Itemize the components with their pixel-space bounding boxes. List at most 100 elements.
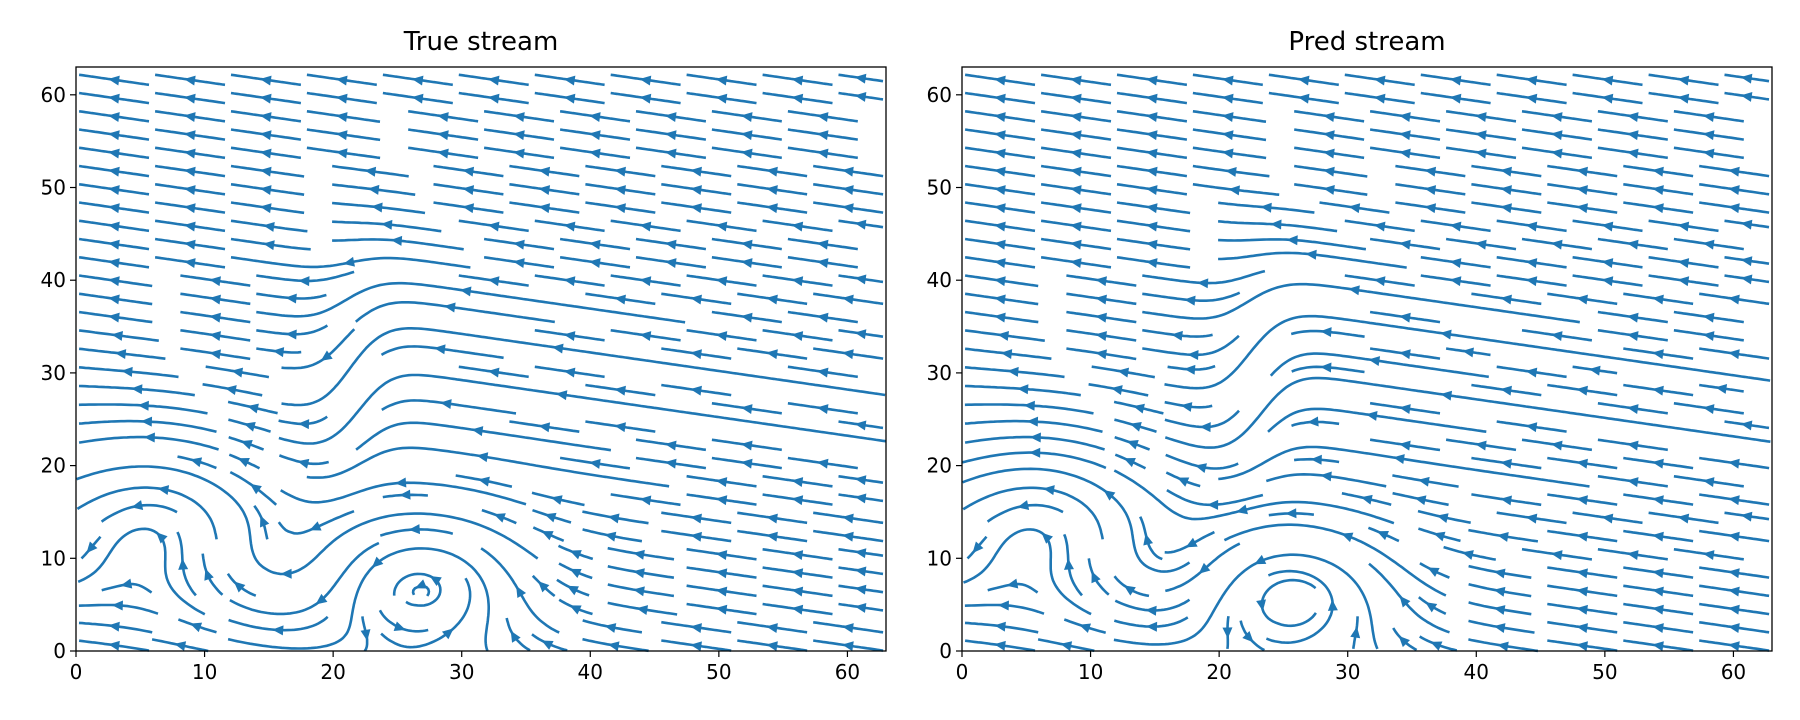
stream-arrow bbox=[233, 581, 246, 593]
stream-arrow bbox=[108, 166, 120, 177]
stream-arrow bbox=[108, 294, 120, 305]
stream-arrow bbox=[137, 400, 149, 411]
stream-arrow bbox=[459, 286, 472, 297]
stream-arrow bbox=[462, 203, 475, 214]
stream-arrow bbox=[259, 130, 272, 141]
stream-arrow bbox=[1550, 148, 1563, 159]
stream-arrow bbox=[589, 239, 601, 250]
stream-arrow bbox=[791, 586, 804, 597]
stream-arrow bbox=[1728, 166, 1740, 177]
stream-arrow bbox=[209, 312, 221, 323]
stream-arrow bbox=[259, 93, 272, 104]
stream-arrow bbox=[766, 513, 778, 524]
stream-arrow bbox=[639, 331, 652, 341]
stream-arrow bbox=[1475, 130, 1487, 141]
stream-arrow bbox=[842, 531, 854, 542]
stream-arrow bbox=[1060, 641, 1073, 652]
stream-arrow bbox=[1576, 568, 1588, 579]
stream-arrow bbox=[1373, 75, 1386, 86]
stream-arrow bbox=[972, 541, 984, 554]
stream-arrow bbox=[298, 419, 310, 430]
stream-arrow bbox=[1626, 477, 1639, 487]
stream-arrow bbox=[1728, 623, 1740, 633]
stream-arrow bbox=[1677, 221, 1690, 232]
stream-arrow bbox=[1728, 185, 1740, 195]
stream-arrow bbox=[854, 420, 867, 431]
stream-arrow bbox=[1652, 185, 1664, 195]
stream-arrow bbox=[1702, 312, 1715, 323]
stream-arrow bbox=[174, 641, 187, 652]
stream-arrow bbox=[994, 221, 1006, 232]
stream-arrow bbox=[1297, 75, 1310, 86]
stream-arrow bbox=[209, 294, 221, 305]
stream-arrow bbox=[715, 477, 728, 487]
streamline bbox=[176, 531, 197, 597]
stream-arrow bbox=[740, 239, 753, 250]
stream-arrow bbox=[335, 130, 348, 141]
stream-arrow bbox=[994, 312, 1006, 323]
stream-arrow bbox=[854, 548, 867, 559]
stream-arrow bbox=[462, 166, 475, 177]
stream-arrow bbox=[1702, 550, 1715, 560]
stream-arrow bbox=[1228, 185, 1240, 196]
stream-arrow bbox=[437, 148, 449, 159]
stream-arrow bbox=[1576, 623, 1588, 633]
stream-arrow bbox=[1199, 422, 1211, 433]
stream-arrow bbox=[854, 219, 867, 230]
stream-arrow bbox=[1652, 385, 1664, 396]
y-tick-label: 60 bbox=[927, 83, 952, 107]
stream-arrow bbox=[994, 640, 1006, 651]
stream-arrow bbox=[569, 550, 582, 560]
stream-arrow bbox=[1177, 477, 1190, 487]
stream-arrow bbox=[664, 112, 677, 122]
stream-arrow bbox=[715, 221, 728, 232]
stream-arrow bbox=[791, 604, 804, 615]
stream-arrow bbox=[791, 477, 804, 487]
x-tick-label: 60 bbox=[1721, 660, 1746, 684]
stream-arrow bbox=[1601, 513, 1614, 524]
stream-arrow bbox=[1399, 239, 1411, 250]
stream-arrow bbox=[563, 221, 576, 232]
panel: True stream 0 10 20 30 40 50 60 0 10 20 30 40 50 60 bbox=[41, 27, 887, 684]
stream-arrow bbox=[1588, 365, 1601, 376]
stream-arrow bbox=[1449, 258, 1462, 268]
stream-arrow bbox=[816, 239, 829, 250]
stream-arrow bbox=[1702, 112, 1715, 122]
stream-arrow bbox=[994, 294, 1006, 305]
x-tick-label: 40 bbox=[1464, 660, 1489, 684]
streamline bbox=[962, 486, 1104, 540]
stream-arrow bbox=[994, 130, 1006, 141]
stream-arrow bbox=[1143, 533, 1154, 546]
stream-arrow bbox=[1500, 294, 1512, 305]
stream-arrow bbox=[1449, 221, 1462, 232]
stream-arrow bbox=[690, 531, 702, 542]
stream-arrow bbox=[607, 513, 620, 524]
stream-arrow bbox=[259, 203, 272, 214]
stream-arrow bbox=[1728, 495, 1740, 506]
stream-arrow bbox=[1576, 641, 1588, 652]
stream-arrow bbox=[994, 166, 1006, 177]
stream-arrow bbox=[854, 566, 867, 577]
stream-arrow bbox=[1256, 599, 1266, 612]
stream-arrow bbox=[614, 203, 626, 214]
stream-arrow bbox=[589, 459, 601, 469]
stream-arrow bbox=[1652, 604, 1664, 615]
stream-arrow bbox=[1525, 75, 1538, 86]
stream-arrow bbox=[108, 621, 120, 632]
stream-arrow bbox=[157, 485, 170, 495]
stream-arrow bbox=[766, 531, 778, 542]
stream-arrow bbox=[335, 112, 348, 122]
stream-arrow bbox=[1070, 148, 1082, 159]
stream-arrow bbox=[1393, 454, 1405, 465]
stream-arrow bbox=[614, 185, 626, 195]
stream-arrow bbox=[538, 185, 551, 195]
x-tick-label: 20 bbox=[1206, 660, 1231, 684]
stream-arrow bbox=[240, 440, 253, 450]
stream-arrow bbox=[633, 568, 645, 579]
stream-arrow bbox=[309, 521, 322, 531]
stream-arrow bbox=[487, 221, 500, 232]
stream-arrow bbox=[1740, 274, 1753, 285]
stream-arrow bbox=[1070, 166, 1082, 177]
streamline bbox=[1239, 620, 1266, 652]
stream-arrow bbox=[184, 239, 196, 250]
